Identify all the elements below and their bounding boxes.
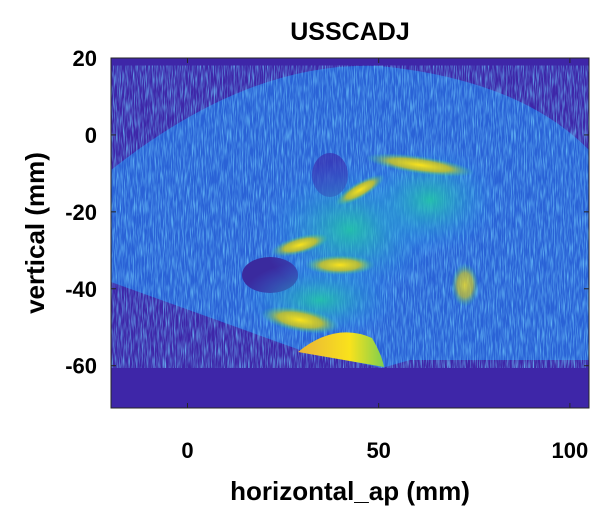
bright-arc-mid [335, 174, 385, 206]
y-tick-label: -20 [65, 200, 97, 225]
bright-echo-right [451, 263, 479, 307]
x-tick-label: 0 [181, 438, 193, 463]
bright-echo-left [270, 233, 330, 257]
axes-frame [110, 57, 590, 409]
x-axis-ticks: 0 50 100 [181, 58, 588, 463]
chart-title: USSCADJ [290, 18, 409, 46]
x-axis-label: horizontal_ap (mm) [230, 476, 470, 506]
bright-echo-mid [305, 255, 375, 275]
x-tick-label: 100 [552, 438, 589, 463]
y-axis-ticks: 20 0 -20 -40 -60 [65, 46, 589, 379]
bottom-reflector [298, 332, 384, 367]
bright-arc-upper [365, 153, 475, 177]
y-tick-label: 20 [73, 46, 97, 71]
y-tick-label: -40 [65, 277, 97, 302]
y-axis-label: vertical (mm) [20, 152, 50, 314]
x-tick-label: 50 [366, 438, 390, 463]
y-tick-label: -60 [65, 354, 97, 379]
heatmap-image [111, 65, 589, 369]
y-tick-label: 0 [85, 123, 97, 148]
bright-echo-low [260, 306, 340, 334]
